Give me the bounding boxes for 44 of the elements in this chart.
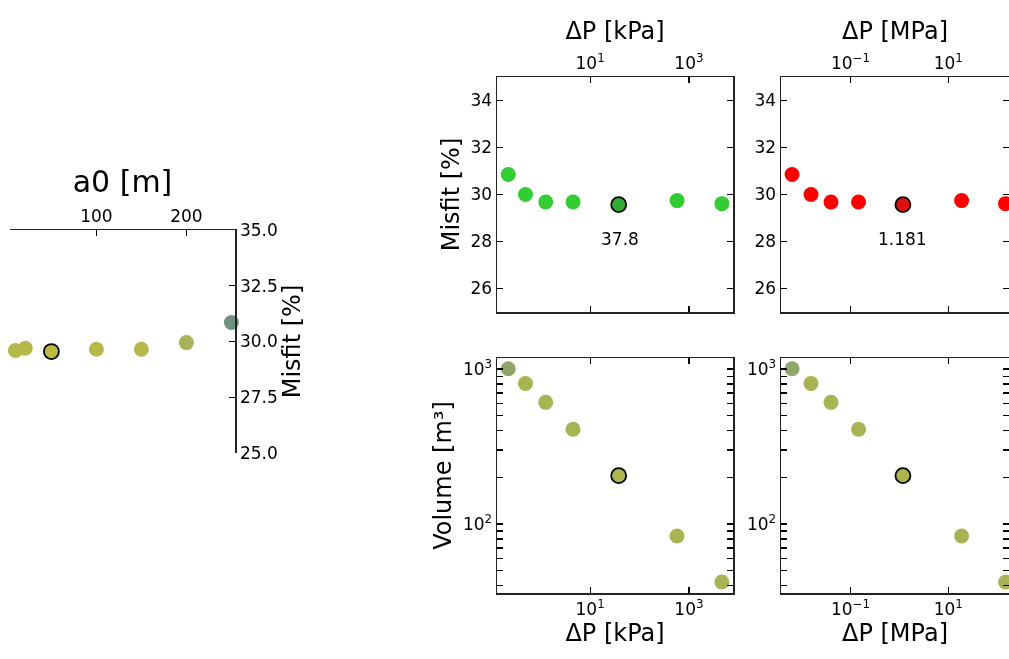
- y-tick-label: 10$^{3}$: [462, 356, 493, 380]
- point: [133, 341, 149, 357]
- x-axis-title: ΔP [MPa]: [841, 16, 949, 45]
- x-tick-label: 10$^{3}$: [674, 596, 704, 619]
- point: [88, 341, 104, 357]
- y-tick-label: 28: [470, 231, 493, 252]
- x-tick-label: 10$^{−1}$: [830, 50, 871, 73]
- x-tick-label: 10$^{−1}$: [830, 596, 871, 619]
- y-tick-label: 26: [470, 278, 493, 299]
- y-tick-label: 28: [754, 231, 777, 252]
- y-tick-label: 32.5: [239, 275, 278, 296]
- y-axis-title: Misfit [%]: [277, 284, 306, 399]
- x-tick-label: 10$^{1}$: [933, 596, 963, 619]
- y-tick-label: 34: [470, 90, 493, 111]
- annotation: 37.8: [601, 229, 639, 249]
- y-tick-label: 32: [754, 137, 777, 158]
- y-tick-label: 27.5: [239, 387, 278, 408]
- y-tick-label: 10$^{2}$: [462, 511, 493, 534]
- y-tick-label: 10$^{2}$: [746, 511, 777, 534]
- y-tick-label: 25.0: [239, 442, 278, 463]
- x-tick-label: 10$^{1}$: [575, 50, 605, 73]
- annotation: 1.181: [878, 229, 927, 249]
- x-axis-title: ΔP [kPa]: [565, 618, 665, 647]
- x-tick-label: 200: [170, 205, 203, 226]
- y-axis-title: Volume [m³]: [429, 401, 458, 550]
- point: [43, 343, 60, 360]
- y-tick-label: 32: [470, 137, 493, 158]
- x-tick-label: 10$^{1}$: [933, 50, 963, 73]
- y-tick-label: 30: [754, 184, 777, 205]
- x-axis-title: ΔP [kPa]: [565, 16, 665, 45]
- x-axis-title: a0 [m]: [72, 163, 173, 199]
- y-tick-label: 34: [754, 90, 777, 111]
- point: [17, 340, 33, 356]
- x-tick-label: 10$^{1}$: [575, 596, 605, 619]
- y-tick-label: 30: [470, 184, 493, 205]
- x-axis-title: ΔP [MPa]: [841, 618, 949, 647]
- x-tick-label: 10$^{3}$: [674, 50, 704, 73]
- point: [178, 335, 194, 351]
- y-tick-label: 30.0: [239, 331, 278, 352]
- y-tick-label: 26: [754, 278, 777, 299]
- x-tick-label: 100: [80, 205, 113, 226]
- y-axis-title: Misfit [%]: [436, 137, 465, 252]
- y-tick-label: 35.0: [239, 219, 278, 240]
- y-tick-label: 10$^{3}$: [746, 356, 777, 380]
